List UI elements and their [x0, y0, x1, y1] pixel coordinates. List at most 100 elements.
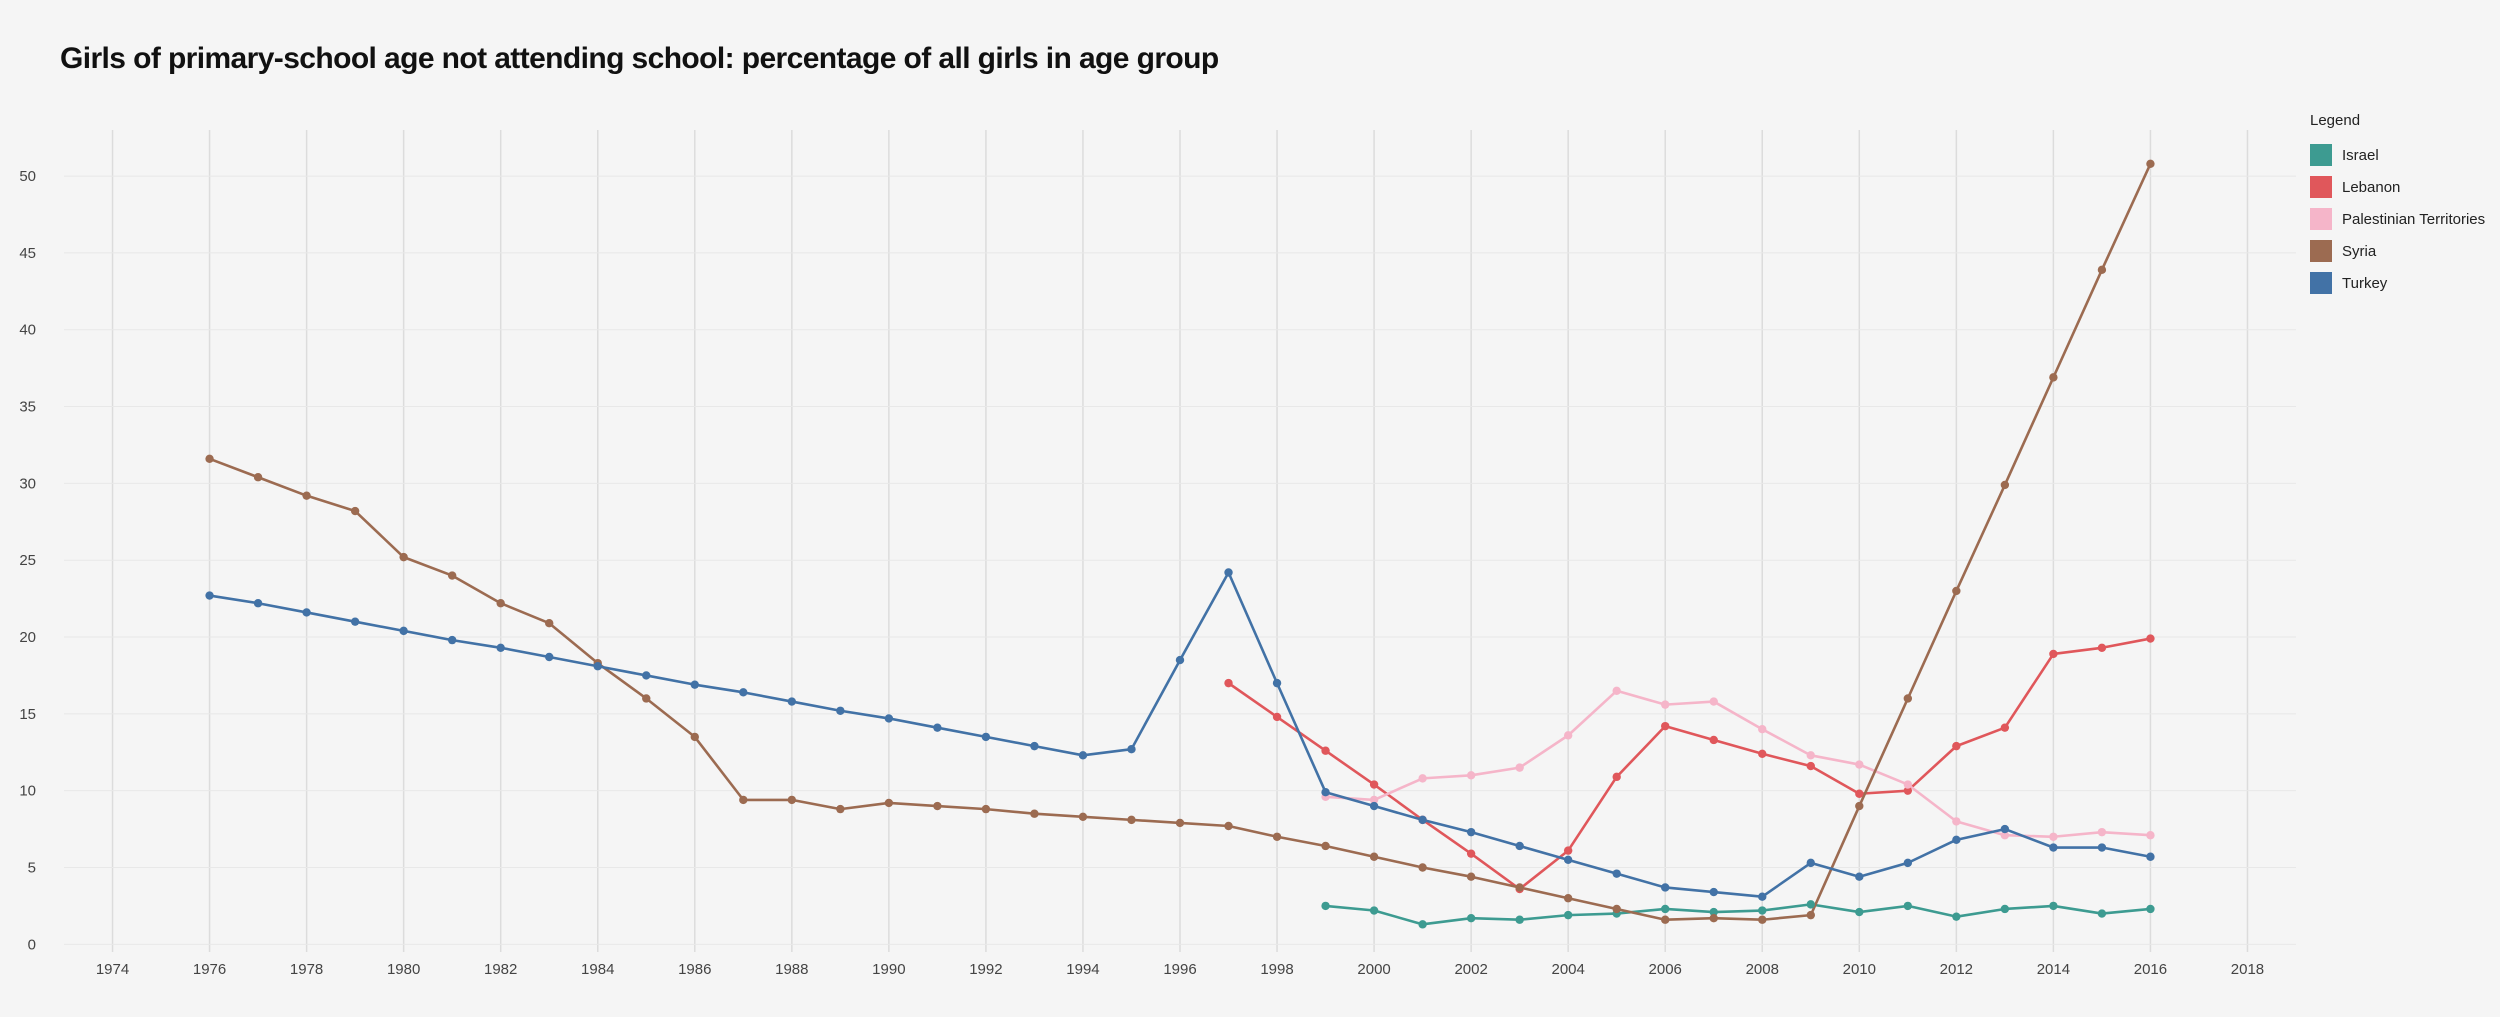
data-point-turkey[interactable]	[2000, 824, 2010, 834]
data-point-lebanon[interactable]	[2097, 643, 2107, 652]
data-point-lebanon[interactable]	[1855, 789, 1864, 798]
data-point-palestinian-territories[interactable]	[1855, 760, 1864, 769]
data-point-israel[interactable]	[1563, 910, 1573, 920]
data-point-palestinian-territories[interactable]	[2049, 832, 2058, 841]
data-point-turkey[interactable]	[1272, 678, 1282, 688]
legend-item-syria[interactable]: Syria	[2310, 235, 2485, 267]
data-point-palestinian-territories[interactable]	[1661, 700, 1670, 709]
data-point-lebanon[interactable]	[2049, 649, 2058, 659]
data-point-israel[interactable]	[1709, 907, 1718, 917]
data-point-palestinian-territories[interactable]	[1418, 774, 1427, 783]
data-point-syria[interactable]	[350, 506, 360, 516]
data-point-syria[interactable]	[1418, 863, 1427, 872]
data-point-palestinian-territories[interactable]	[1563, 731, 1573, 740]
data-point-turkey[interactable]	[739, 688, 748, 697]
data-point-lebanon[interactable]	[1369, 780, 1379, 789]
data-point-syria[interactable]	[787, 795, 797, 805]
data-point-syria[interactable]	[1661, 915, 1670, 924]
data-point-israel[interactable]	[2000, 904, 2010, 914]
data-point-lebanon[interactable]	[1758, 749, 1767, 758]
data-point-palestinian-territories[interactable]	[2000, 831, 2010, 840]
data-point-turkey[interactable]	[1078, 751, 1088, 760]
data-point-lebanon[interactable]	[1272, 712, 1282, 722]
data-point-turkey[interactable]	[1466, 827, 1476, 837]
data-point-syria[interactable]	[1175, 818, 1185, 828]
data-point-palestinian-territories[interactable]	[1952, 817, 1961, 826]
data-point-israel[interactable]	[2097, 909, 2107, 918]
data-point-palestinian-territories[interactable]	[2146, 831, 2155, 840]
data-point-syria[interactable]	[1078, 812, 1088, 821]
data-point-turkey[interactable]	[981, 732, 991, 742]
data-point-turkey[interactable]	[1515, 841, 1524, 851]
data-point-syria[interactable]	[1563, 894, 1573, 903]
data-point-syria[interactable]	[642, 694, 651, 703]
data-point-turkey[interactable]	[1418, 815, 1427, 825]
data-point-turkey[interactable]	[350, 617, 360, 626]
data-point-turkey[interactable]	[1175, 655, 1185, 665]
data-point-turkey[interactable]	[1903, 858, 1913, 868]
data-point-syria[interactable]	[836, 804, 845, 814]
data-point-turkey[interactable]	[933, 723, 942, 732]
data-point-turkey[interactable]	[2146, 852, 2155, 861]
data-point-syria[interactable]	[1806, 910, 1815, 920]
data-point-turkey[interactable]	[447, 635, 457, 645]
data-point-syria[interactable]	[2049, 373, 2058, 382]
data-point-israel[interactable]	[1806, 900, 1815, 909]
data-point-syria[interactable]	[1758, 915, 1767, 924]
data-point-turkey[interactable]	[1369, 801, 1379, 811]
data-point-syria[interactable]	[399, 552, 408, 562]
data-point-turkey[interactable]	[1030, 741, 1039, 751]
data-point-lebanon[interactable]	[1661, 721, 1670, 731]
data-point-lebanon[interactable]	[1903, 786, 1913, 795]
data-point-turkey[interactable]	[545, 652, 554, 662]
data-point-israel[interactable]	[1466, 913, 1476, 923]
data-point-syria[interactable]	[302, 491, 311, 500]
data-point-israel[interactable]	[1661, 904, 1670, 914]
data-point-turkey[interactable]	[1127, 744, 1136, 754]
data-point-palestinian-territories[interactable]	[1515, 763, 1524, 772]
data-point-israel[interactable]	[2049, 901, 2058, 911]
data-point-syria[interactable]	[981, 804, 991, 814]
data-point-lebanon[interactable]	[1952, 741, 1961, 751]
legend-item-israel[interactable]: Israel	[2310, 139, 2485, 171]
data-point-syria[interactable]	[1855, 801, 1864, 811]
data-point-lebanon[interactable]	[2146, 634, 2155, 643]
data-point-lebanon[interactable]	[1321, 746, 1330, 755]
data-point-syria[interactable]	[2146, 159, 2155, 169]
data-point-syria[interactable]	[1272, 832, 1282, 841]
data-point-lebanon[interactable]	[1224, 678, 1233, 688]
data-point-turkey[interactable]	[836, 706, 845, 715]
data-point-turkey[interactable]	[253, 599, 263, 608]
data-point-lebanon[interactable]	[1806, 761, 1815, 771]
data-point-turkey[interactable]	[1321, 788, 1330, 797]
data-point-turkey[interactable]	[1952, 835, 1961, 845]
data-point-palestinian-territories[interactable]	[2097, 827, 2107, 837]
data-point-syria[interactable]	[933, 801, 942, 811]
data-point-syria[interactable]	[205, 454, 214, 463]
data-point-syria[interactable]	[1224, 821, 1233, 831]
data-point-turkey[interactable]	[205, 591, 214, 600]
data-point-israel[interactable]	[1369, 906, 1379, 915]
data-point-palestinian-territories[interactable]	[1758, 725, 1767, 734]
data-point-israel[interactable]	[1952, 912, 1961, 921]
data-point-syria[interactable]	[739, 795, 748, 805]
data-point-syria[interactable]	[2000, 480, 2010, 490]
data-point-turkey[interactable]	[1563, 855, 1573, 865]
data-point-israel[interactable]	[1903, 901, 1913, 911]
data-point-israel[interactable]	[1758, 906, 1767, 915]
data-point-turkey[interactable]	[1758, 892, 1767, 901]
data-point-lebanon[interactable]	[2000, 723, 2010, 732]
data-point-palestinian-territories[interactable]	[1903, 780, 1913, 789]
data-point-turkey[interactable]	[1661, 883, 1670, 892]
data-point-palestinian-territories[interactable]	[1806, 751, 1815, 760]
data-point-syria[interactable]	[1466, 872, 1476, 881]
data-point-syria[interactable]	[1127, 815, 1136, 825]
data-point-turkey[interactable]	[642, 671, 651, 680]
legend-item-turkey[interactable]: Turkey	[2310, 267, 2485, 299]
data-point-syria[interactable]	[1515, 883, 1524, 892]
data-point-syria[interactable]	[1903, 694, 1913, 703]
data-point-syria[interactable]	[1369, 852, 1379, 861]
data-point-lebanon[interactable]	[1563, 846, 1573, 855]
data-point-lebanon[interactable]	[1612, 772, 1621, 782]
data-point-turkey[interactable]	[690, 680, 699, 689]
